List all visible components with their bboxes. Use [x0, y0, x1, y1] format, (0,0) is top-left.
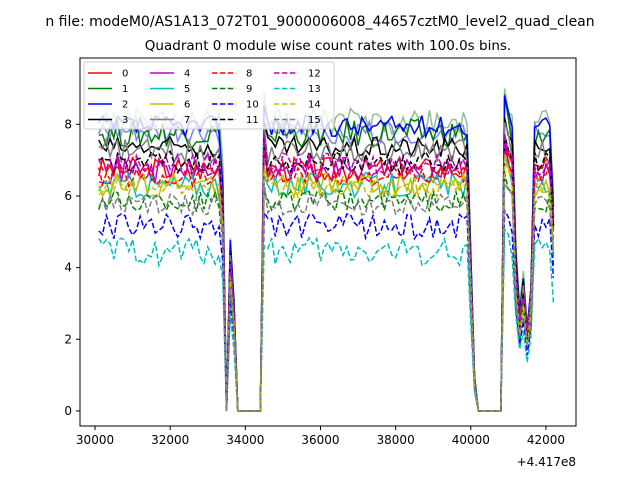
legend-label-14: 14	[308, 100, 321, 111]
legend-label-5: 5	[184, 84, 190, 95]
legend-label-13: 13	[308, 84, 321, 95]
legend-label-7: 7	[184, 115, 190, 126]
legend-label-0: 0	[122, 69, 128, 80]
series-line-4	[98, 140, 555, 412]
series-line-12	[98, 133, 555, 412]
y-axis: 0 2 4 6 8	[64, 117, 80, 418]
legend-label-9: 9	[246, 84, 252, 95]
chart-title: Quadrant 0 module wise count rates with …	[145, 38, 511, 54]
series-line-10	[98, 207, 555, 412]
series-line-11	[98, 134, 555, 412]
y-tick-label: 4	[64, 261, 72, 275]
y-tick-label: 6	[64, 189, 72, 203]
x-tick-label: 36000	[301, 433, 339, 447]
y-tick-label: 8	[64, 117, 72, 131]
legend-box	[83, 61, 335, 130]
y-tick-label: 0	[64, 404, 72, 418]
series-line-13	[98, 226, 555, 412]
figure-suptitle: n file: modeM0/AS1A13_072T01_9000006008_…	[45, 14, 594, 30]
series-line-9	[98, 172, 555, 412]
plot-area	[98, 88, 555, 412]
x-tick-label: 32000	[151, 433, 189, 447]
legend-label-3: 3	[122, 115, 128, 126]
series-line-15	[98, 180, 555, 412]
x-axis: 30000 32000 34000 36000 38000 40000 42000	[76, 426, 565, 447]
legend-label-2: 2	[122, 100, 128, 111]
x-tick-label: 42000	[527, 433, 565, 447]
x-tick-label: 40000	[452, 433, 490, 447]
legend-label-8: 8	[246, 69, 252, 80]
series-line-8	[98, 147, 555, 412]
x-tick-label: 30000	[76, 433, 114, 447]
legend-label-4: 4	[184, 69, 190, 80]
series-line-0	[98, 138, 555, 412]
legend-label-10: 10	[246, 100, 259, 111]
legend-label-6: 6	[184, 100, 190, 111]
background-line-100	[98, 88, 555, 412]
series-line-5	[98, 153, 555, 412]
legend-label-1: 1	[122, 84, 128, 95]
x-tick-label: 38000	[377, 433, 415, 447]
legend-label-11: 11	[246, 115, 259, 126]
x-tick-label: 34000	[226, 433, 264, 447]
axes-frame	[79, 57, 577, 427]
x-offset-label: +4.417e8	[517, 455, 576, 469]
y-tick-label: 2	[64, 332, 72, 346]
legend-label-12: 12	[308, 69, 321, 80]
legend-label-15: 15	[308, 115, 321, 126]
